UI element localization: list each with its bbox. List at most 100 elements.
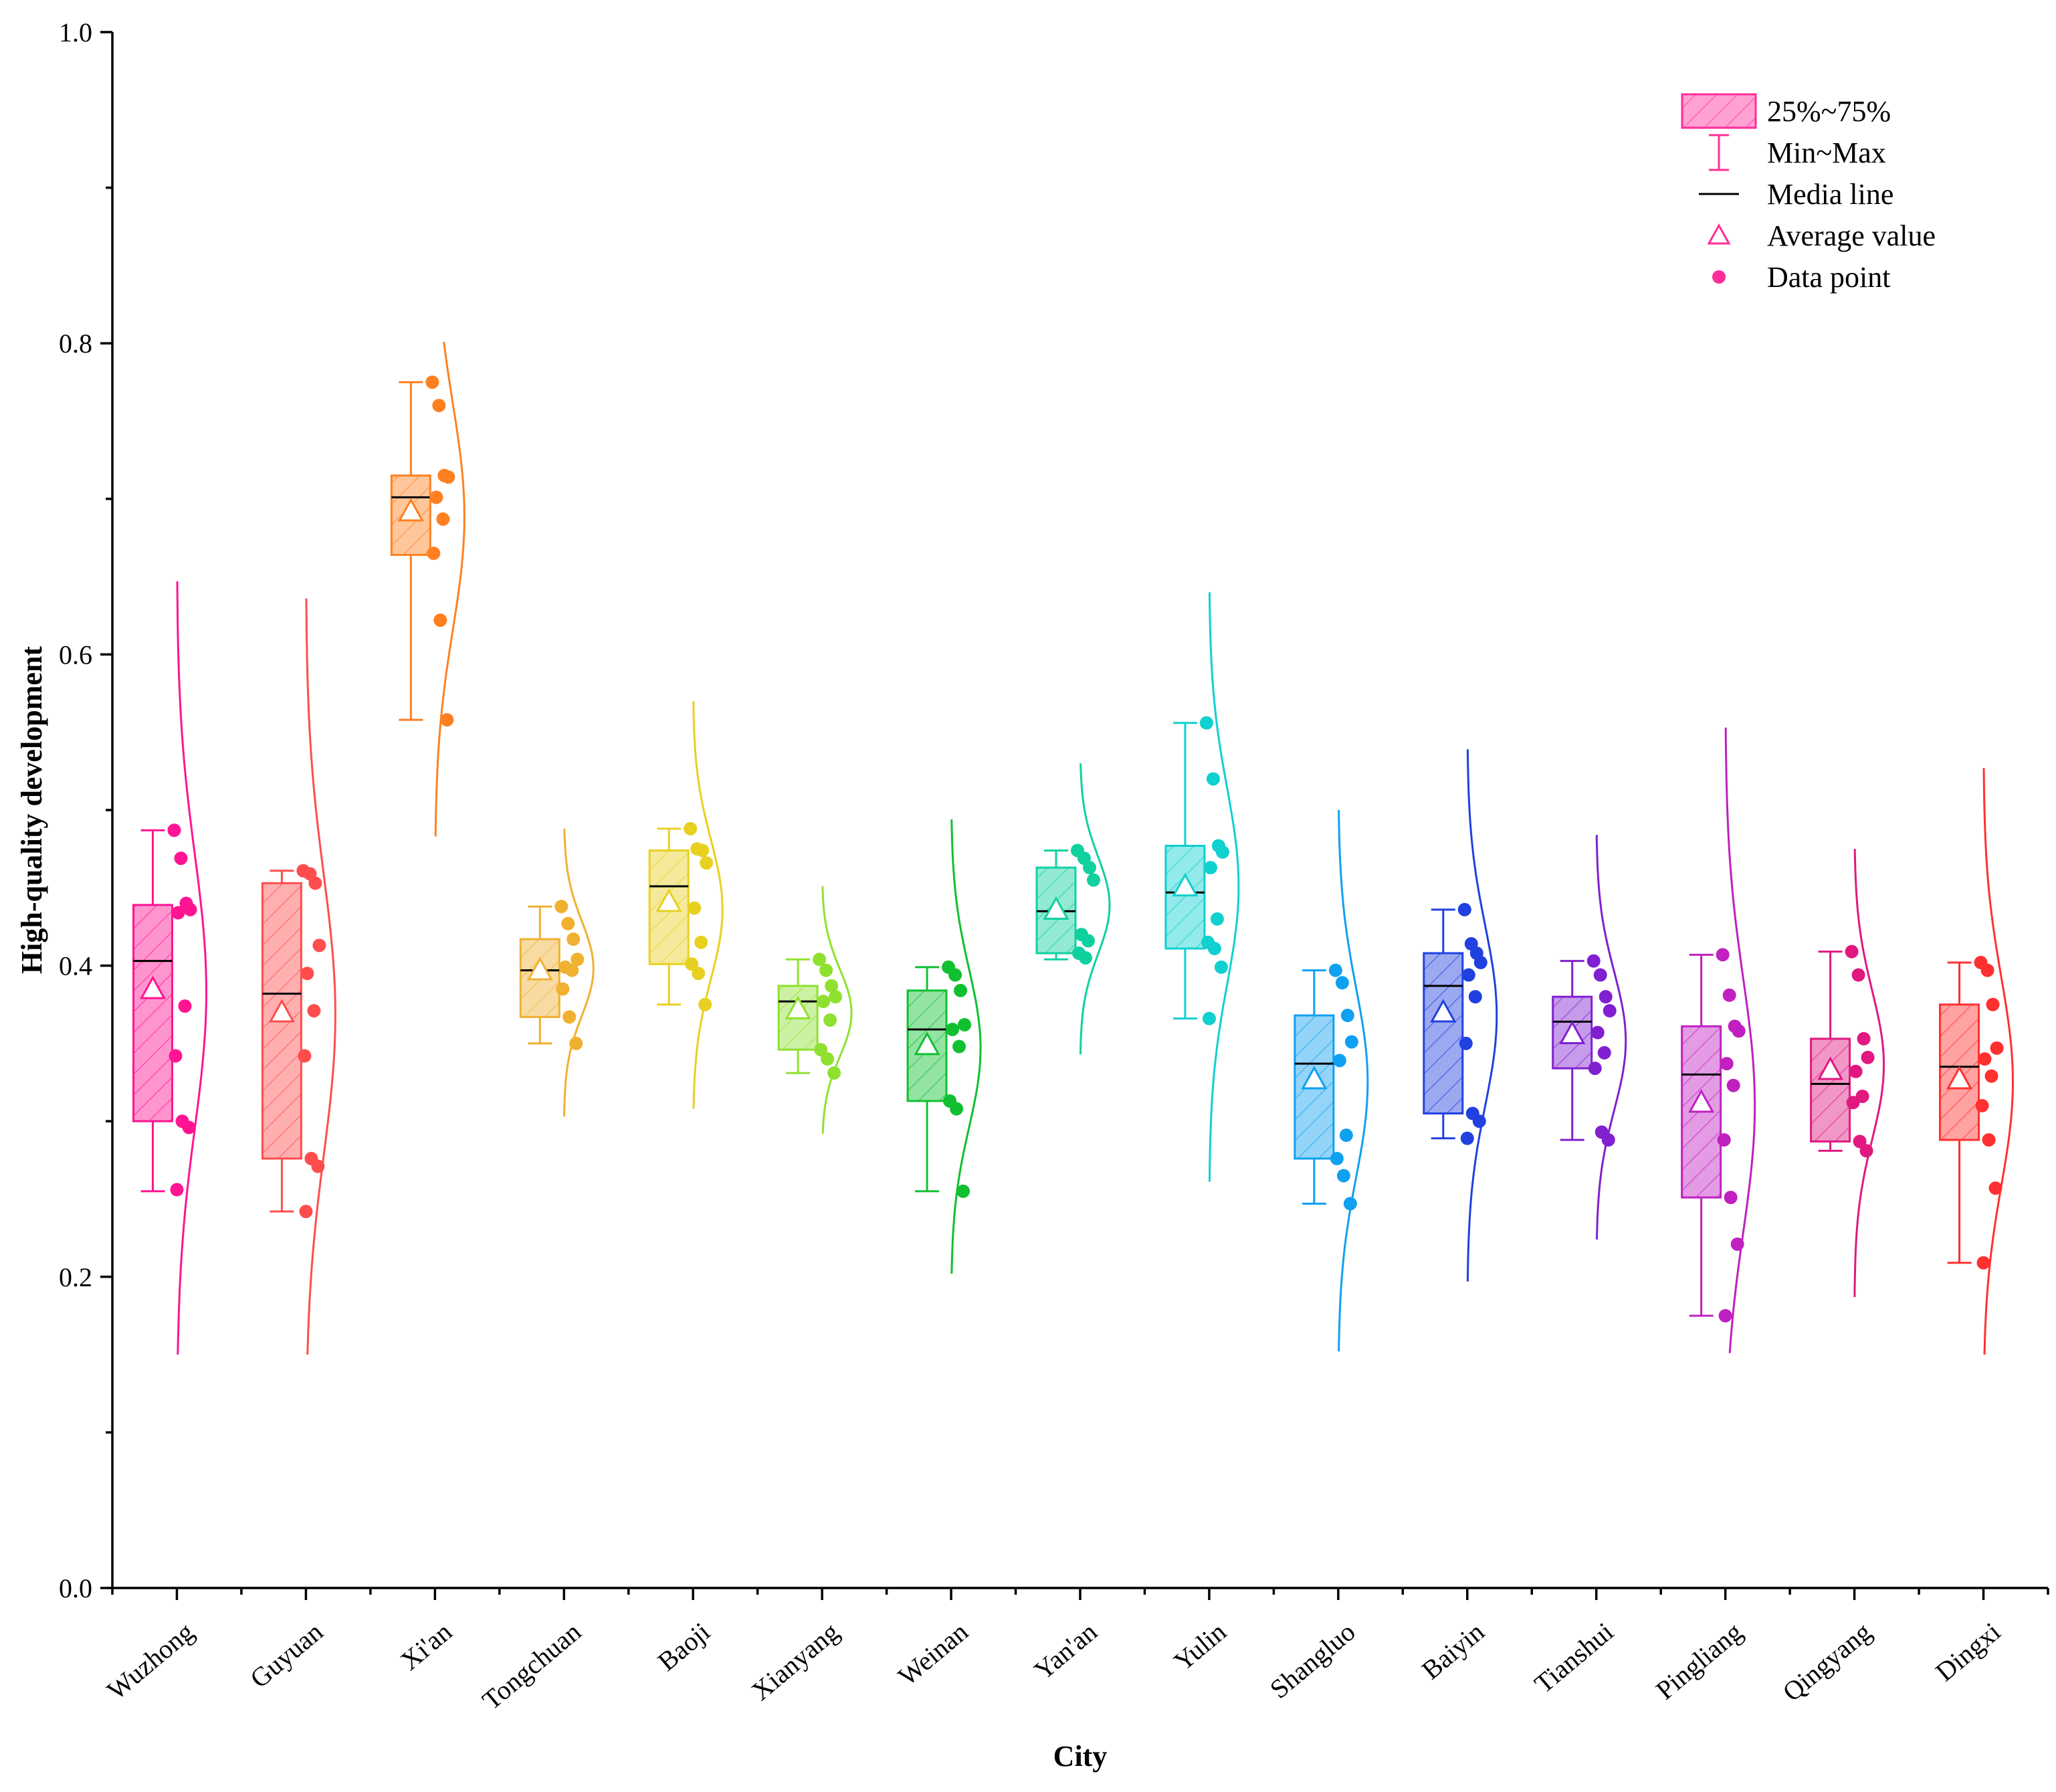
mean-marker (526, 957, 553, 981)
data-point (1988, 1181, 2002, 1195)
mean-marker (1301, 1066, 1328, 1090)
data-point (300, 967, 314, 981)
series-group (1810, 849, 1885, 1298)
data-point (948, 968, 962, 982)
y-tick-label: 1.0 (59, 17, 92, 47)
mean-marker (1559, 1020, 1586, 1045)
data-point (1340, 1009, 1354, 1023)
data-point (299, 1205, 313, 1219)
data-point (433, 613, 447, 627)
data-point (440, 713, 454, 727)
x-tick-label: Shangluo (1264, 1616, 1361, 1704)
density-curve (1853, 849, 1885, 1298)
series-group (648, 701, 724, 1109)
data-point (1332, 1054, 1346, 1068)
data-point (813, 953, 827, 967)
data-point (571, 953, 585, 967)
data-point (1336, 1169, 1350, 1183)
x-tick-label: Wuzhong (101, 1616, 199, 1705)
data-point (1722, 988, 1736, 1002)
mean-marker (1688, 1089, 1715, 1113)
density-curve (434, 341, 466, 837)
data-point (1730, 1237, 1744, 1251)
data-point (311, 1159, 325, 1173)
legend-label: 25%~75% (1767, 95, 1891, 128)
series-group (1552, 835, 1627, 1240)
data-point (567, 932, 581, 947)
data-point (1210, 912, 1224, 926)
data-point (1339, 1128, 1353, 1142)
data-point (312, 938, 326, 953)
data-point (688, 901, 702, 915)
x-tick-label: Baiyin (1416, 1616, 1490, 1685)
y-tick-label: 0.0 (59, 1573, 92, 1603)
data-point (436, 512, 450, 526)
data-point (425, 375, 439, 389)
density-curve (176, 581, 208, 1355)
legend-item-median: Media line (1699, 178, 1893, 211)
data-point (950, 1102, 964, 1116)
iqr-box (1810, 1037, 1851, 1142)
data-point (1215, 845, 1229, 859)
data-point (685, 957, 699, 971)
data-point (956, 1184, 970, 1198)
data-point (1859, 1144, 1873, 1158)
data-point (1849, 1064, 1863, 1078)
data-point (1980, 963, 1994, 977)
data-point (1082, 934, 1095, 948)
data-point (1726, 1078, 1740, 1092)
data-point (1716, 948, 1730, 962)
axes: 0.0 0.2 0.4 0.6 0.8 1.0 High-quality developme… (15, 17, 2049, 1773)
iqr-box (1164, 844, 1206, 950)
data-point (819, 963, 833, 977)
mean-marker (1430, 999, 1457, 1023)
data-point (441, 470, 455, 484)
legend-swatch-mean (1707, 223, 1731, 245)
y-axis-title: High-quality development (15, 646, 48, 974)
series-group (777, 886, 853, 1134)
legend-label: Average value (1767, 219, 1936, 252)
data-point (565, 963, 579, 977)
legend-label: Media line (1767, 178, 1893, 211)
density-curve (950, 819, 982, 1274)
y-tick-label: 0.2 (59, 1262, 92, 1292)
data-point (1343, 1197, 1357, 1211)
y-tick-label: 0.8 (59, 328, 92, 359)
density-curve (305, 598, 336, 1355)
x-tick-label: Pingliang (1650, 1616, 1748, 1705)
mean-marker (268, 999, 295, 1023)
data-point (1593, 968, 1607, 982)
data-point (1459, 1036, 1473, 1050)
data-point (1597, 1046, 1611, 1060)
data-point (814, 1043, 828, 1057)
series-group (132, 581, 208, 1355)
data-point (700, 856, 714, 870)
data-point (569, 1036, 583, 1050)
mean-marker (1172, 872, 1199, 897)
data-point (1732, 1024, 1746, 1038)
data-point (1460, 1131, 1474, 1145)
density-curve (563, 828, 595, 1117)
data-point (954, 983, 968, 997)
density-curve (692, 701, 724, 1109)
data-point (1586, 954, 1601, 968)
y-tick-label: 0.6 (59, 639, 92, 670)
legend-label: Min~Max (1767, 136, 1886, 169)
data-point (427, 546, 441, 561)
data-point (432, 399, 446, 413)
data-point (1845, 944, 1859, 959)
data-point (1203, 861, 1217, 875)
x-tick-label: Xianyang (746, 1616, 845, 1706)
data-point (1079, 951, 1092, 965)
data-point (1473, 955, 1487, 969)
mean-marker (914, 1031, 940, 1056)
density-curve (1724, 727, 1756, 1353)
data-point (1199, 716, 1213, 730)
data-point (1083, 861, 1096, 875)
data-point (1720, 1057, 1734, 1071)
data-point (1461, 968, 1475, 982)
x-tick-label: Guyuan (244, 1616, 328, 1694)
legend-label: Data point (1767, 261, 1891, 294)
data-point (952, 1039, 966, 1054)
series-group (1423, 749, 1498, 1282)
